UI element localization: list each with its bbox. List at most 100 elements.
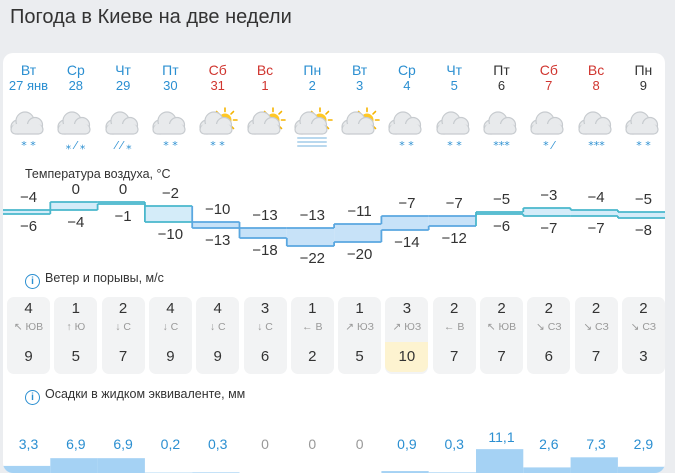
precipitation-value: 0,9 (383, 436, 430, 452)
wind-direction: ↓ С (244, 321, 287, 333)
day-of-week: Вт (5, 62, 52, 78)
temperature-bar (50, 202, 97, 210)
precipitation-value: 0,3 (431, 436, 478, 452)
cloud-heavy-snow-icon: *** (478, 104, 525, 152)
day-date: 27 янв (5, 78, 52, 93)
day-date: 3 (336, 78, 383, 93)
precipitation-mark: * ⁄ (543, 139, 556, 152)
temp-max: −13 (289, 207, 336, 224)
precipitation-bar (523, 467, 570, 473)
temperature-bar (240, 228, 287, 238)
temperature-bar (523, 208, 570, 216)
temp-max: −4 (5, 189, 52, 206)
precipitation-value: 2,6 (525, 436, 572, 452)
temp-max: −2 (147, 185, 194, 202)
cloud-heavy-snow-icon: *** (573, 104, 620, 152)
day-of-week: Чт (431, 62, 478, 78)
precipitation-value: 0 (289, 436, 336, 452)
temp-max: −7 (383, 195, 430, 212)
day-date: 4 (383, 78, 430, 93)
precipitation-bar (476, 449, 523, 473)
wind-direction: ↖ ЮВ (480, 321, 523, 333)
wind-direction: ↘ СЗ (527, 321, 570, 333)
precipitation-value: 0,2 (147, 436, 194, 452)
day-date: 1 (242, 78, 289, 93)
day-of-week: Ср (52, 62, 99, 78)
wind-direction: ↑ Ю (54, 321, 97, 333)
cloud-sleet-icon: * ⁄ (525, 104, 572, 152)
wind-direction: ↓ С (196, 321, 239, 333)
info-icon[interactable]: i (25, 274, 40, 289)
precipitation-mark: * * (21, 139, 36, 152)
cloud-snow-icon: * * (620, 104, 665, 152)
day-date: 8 (573, 78, 620, 93)
sun-cloud-snow-icon: * * (194, 104, 241, 152)
day-date: 29 (100, 78, 147, 93)
temp-min: −4 (52, 214, 99, 231)
temperature-bar (334, 224, 381, 242)
cloud-snow-icon: * * (5, 104, 52, 152)
temp-max: −7 (431, 195, 478, 212)
temperature-label: Температура воздуха, °C (25, 167, 171, 181)
wind-speed: 4 (7, 300, 50, 317)
precipitation-mark: ⁄ ⁄ ⁎ (112, 139, 132, 152)
precip-label: Осадки в жидком эквиваленте, мм (45, 387, 245, 401)
temp-min: −22 (289, 250, 336, 267)
day-date: 6 (478, 78, 525, 93)
temperature-bar (145, 206, 192, 222)
day-date: 2 (289, 78, 336, 93)
precipitation-value: 6,9 (52, 436, 99, 452)
wind-gust: 6 (527, 342, 570, 372)
temp-max: −13 (242, 207, 289, 224)
temp-max: 0 (52, 181, 99, 198)
day-of-week: Вт (336, 62, 383, 78)
temp-max: 0 (100, 181, 147, 198)
cloud-snow-icon: * * (431, 104, 478, 152)
precipitation-mark: * * (210, 139, 225, 152)
temp-min: −7 (525, 220, 572, 237)
wind-speed: 2 (622, 300, 665, 317)
wind-speed: 2 (575, 300, 618, 317)
wind-speed: 4 (149, 300, 192, 317)
wind-gust: 7 (480, 342, 523, 372)
precipitation-value: 0 (336, 436, 383, 452)
wind-gust: 5 (338, 342, 381, 372)
wind-speed: 3 (244, 300, 287, 317)
wind-speed: 1 (54, 300, 97, 317)
wind-speed: 2 (527, 300, 570, 317)
wind-speed: 2 (480, 300, 523, 317)
day-of-week: Пн (289, 62, 336, 78)
precipitation-mark: * * (400, 139, 415, 152)
day-of-week: Сб (525, 62, 572, 78)
day-date: 9 (620, 78, 665, 93)
temp-min: −14 (383, 234, 430, 251)
wind-gust: 7 (102, 342, 145, 372)
temp-max: −4 (573, 189, 620, 206)
wind-speed: 3 (385, 300, 428, 317)
precipitation-bar (3, 466, 50, 473)
temp-min: −1 (100, 208, 147, 225)
precipitation-mark: * * (636, 139, 651, 152)
precipitation-value: 6,9 (100, 436, 147, 452)
wind-speed: 1 (291, 300, 334, 317)
precipitation-mark: * * (163, 139, 178, 152)
wind-gust: 3 (622, 342, 665, 372)
temp-max: −5 (620, 191, 665, 208)
temp-max: −10 (194, 201, 241, 218)
temp-min: −10 (147, 226, 194, 243)
precipitation-value: 0 (242, 436, 289, 452)
